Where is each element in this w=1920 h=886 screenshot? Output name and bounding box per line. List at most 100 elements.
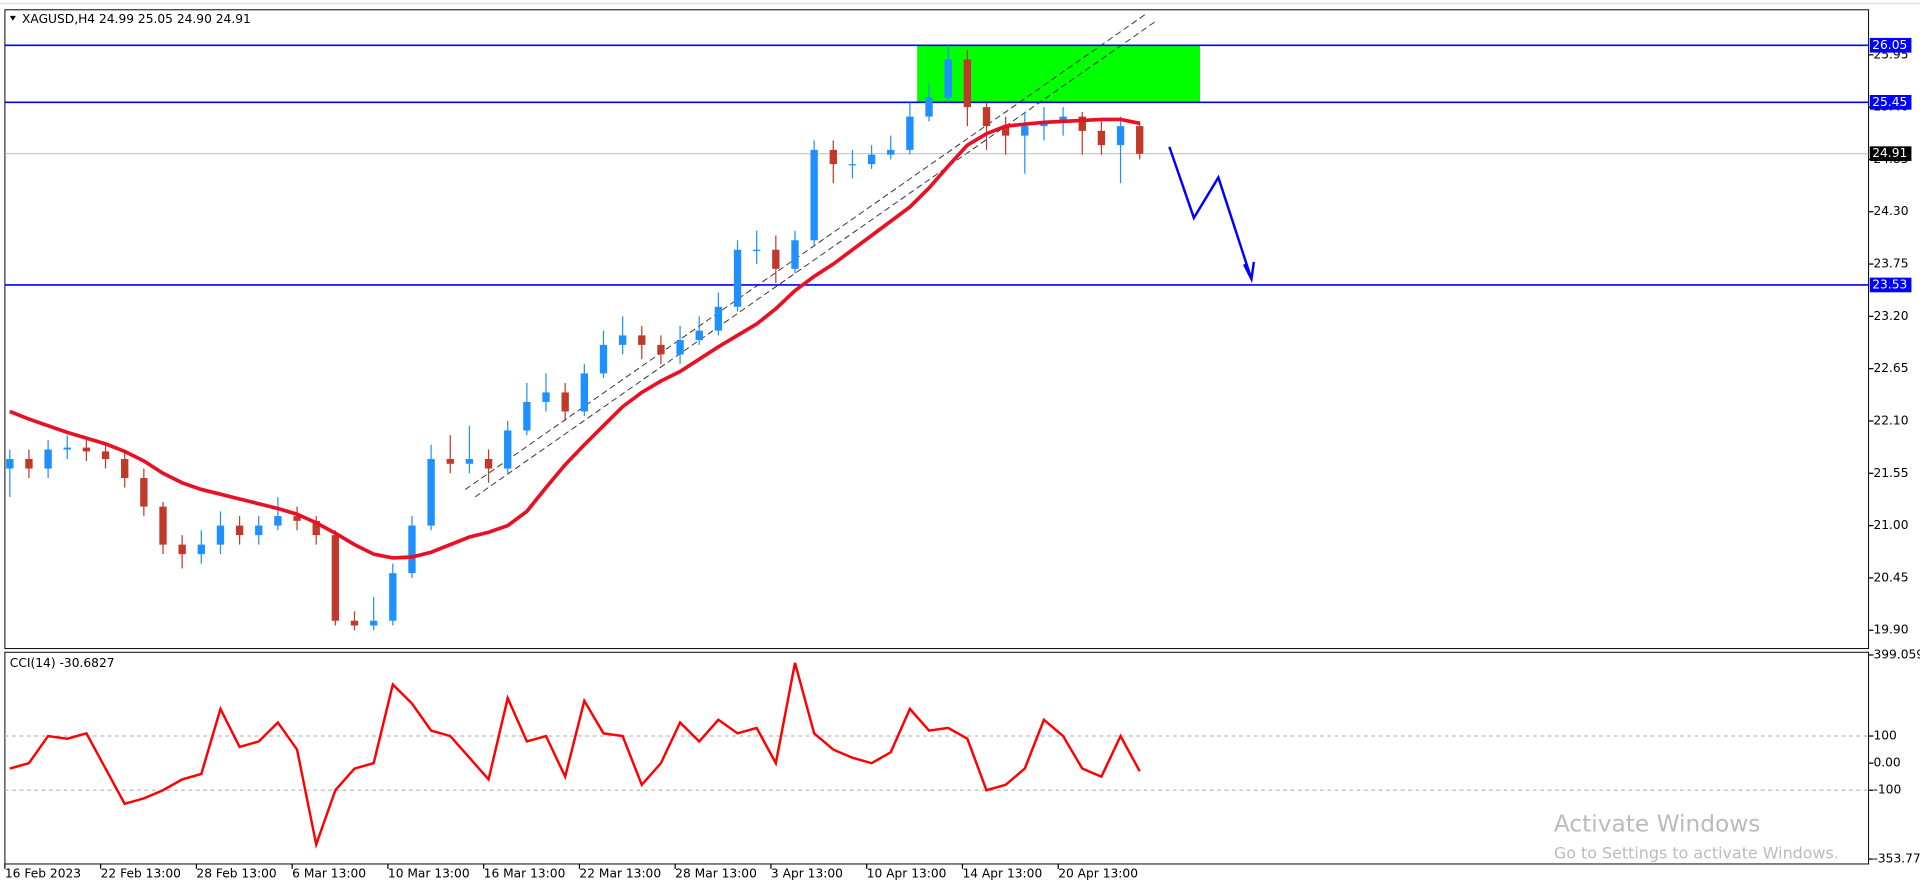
candle-body <box>63 447 71 450</box>
candle-body <box>753 249 761 251</box>
cci-line <box>9 662 1141 850</box>
candle-body <box>255 525 263 536</box>
y-tick-label: 20.45 <box>1873 570 1908 584</box>
y-tick-label: 22.10 <box>1873 413 1908 427</box>
candle-body <box>484 459 493 469</box>
candle-body <box>1097 130 1106 146</box>
candle-body <box>1021 126 1029 136</box>
candle-body <box>676 340 684 355</box>
candle-body <box>235 525 244 536</box>
candle-body <box>561 392 569 412</box>
candle-body <box>427 459 435 526</box>
x-tick-label: 22 Feb 13:00 <box>101 866 181 880</box>
candle-body <box>867 154 876 165</box>
candle-body <box>121 459 129 479</box>
candle-body <box>829 149 837 165</box>
level-label-box <box>1869 94 1912 110</box>
candle-body <box>523 401 531 431</box>
last-price-label: 24.91 <box>1872 146 1907 160</box>
x-tick-label: 16 Feb 2023 <box>5 866 81 880</box>
candle-body <box>159 506 167 545</box>
y-tick-label: 21.55 <box>1873 466 1908 480</box>
y-tick-label: 24.30 <box>1873 204 1908 218</box>
candle-body <box>274 516 282 526</box>
candle-body <box>101 451 110 460</box>
y-tick-label: -353.774 <box>1873 852 1920 866</box>
y-tick-label: 100 <box>1873 729 1896 743</box>
candle-body <box>140 478 148 507</box>
candle-body <box>293 516 301 521</box>
candle-body <box>887 149 895 155</box>
candle-body <box>982 107 991 127</box>
candle-body <box>1001 126 1010 136</box>
x-tick-label: 22 Mar 13:00 <box>579 866 661 880</box>
candle-body <box>963 59 972 108</box>
x-tick-label: 20 Apr 13:00 <box>1058 866 1138 880</box>
projection-arrow <box>1168 146 1256 284</box>
y-tick-label: -100 <box>1873 783 1901 797</box>
y-tick-label: 399.059 <box>1873 647 1920 661</box>
candle-body <box>25 459 33 469</box>
candle-body <box>216 525 225 545</box>
channel-line <box>474 21 1155 498</box>
watermark-subtitle: Go to Settings to activate Windows. <box>1554 844 1839 863</box>
candle-body <box>618 335 627 345</box>
candle-body <box>6 459 14 469</box>
candle-body <box>599 344 608 374</box>
candle-body <box>178 544 186 555</box>
level-label-box <box>1869 37 1912 53</box>
last-price-box <box>1869 146 1912 162</box>
candle-body <box>389 573 397 621</box>
main-panel <box>4 9 1870 650</box>
candle-body <box>944 59 952 98</box>
x-tick-label: 10 Apr 13:00 <box>867 866 947 880</box>
candle-body <box>408 525 416 574</box>
y-tick-label: 22.65 <box>1873 361 1908 375</box>
watermark-title: Activate Windows <box>1554 810 1761 837</box>
candle-body <box>1116 126 1125 146</box>
candle-body <box>733 249 742 307</box>
x-tick-label: 16 Mar 13:00 <box>484 866 566 880</box>
y-tick-label: 23.75 <box>1873 257 1908 271</box>
moving-average <box>9 117 1141 560</box>
level-label: 23.53 <box>1872 277 1907 291</box>
candle-body <box>580 373 588 412</box>
x-tick-label: 28 Mar 13:00 <box>675 866 757 880</box>
candle-body <box>312 520 320 536</box>
candle-body <box>848 164 857 166</box>
candle-body <box>772 249 780 269</box>
x-tick-label: 10 Mar 13:00 <box>388 866 470 880</box>
y-tick-label: 0.00 <box>1873 756 1900 770</box>
candle-body <box>791 240 799 269</box>
candle-body <box>925 97 933 117</box>
candle-body <box>714 306 723 331</box>
y-tick-label: 19.90 <box>1873 623 1908 637</box>
candle-body <box>465 459 474 464</box>
candle-body <box>695 330 703 341</box>
cci-panel <box>4 651 1870 865</box>
candle-body <box>810 149 818 241</box>
candle-body <box>504 430 512 469</box>
level-label-box <box>1869 277 1912 293</box>
x-tick-label: 3 Apr 13:00 <box>771 866 843 880</box>
indicator-title: CCI(14) -30.6827 <box>10 656 115 670</box>
candle-body <box>350 620 359 626</box>
candle-body <box>542 392 550 402</box>
plot-layer: 19.90 20.45 21.00 21.55 22.10 22.65 23.20 23.75… <box>4 37 1920 880</box>
chart-title: XAGUSD,H4 24.99 25.05 24.90 24.91 <box>22 12 251 26</box>
y-tick-label: 21.00 <box>1873 518 1908 532</box>
candle-body <box>1078 116 1086 131</box>
candle-body <box>331 535 340 621</box>
candle-body <box>197 544 205 555</box>
resistance-zone <box>917 45 1200 103</box>
x-tick-label: 14 Apr 13:00 <box>962 866 1042 880</box>
x-tick-label: 28 Feb 13:00 <box>196 866 276 880</box>
candle-body <box>638 335 646 345</box>
level-label: 26.05 <box>1872 38 1907 52</box>
candle-body <box>44 449 52 469</box>
menu-arrow <box>9 15 16 21</box>
level-label: 25.45 <box>1872 95 1907 109</box>
candle-body <box>1059 116 1067 122</box>
